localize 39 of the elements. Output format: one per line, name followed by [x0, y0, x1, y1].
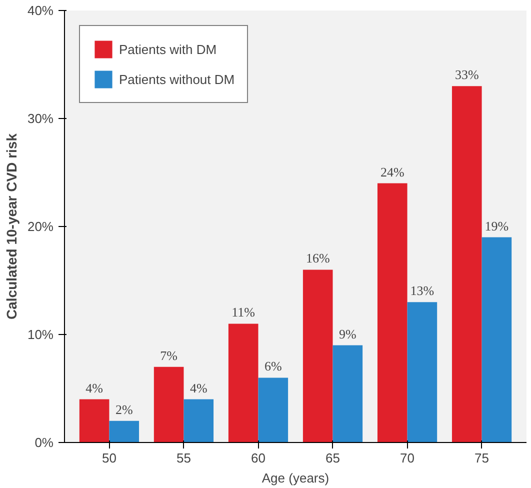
y-tick-label: 20% [27, 219, 54, 234]
data-label: 6% [264, 358, 282, 374]
data-label: 33% [454, 67, 479, 82]
x-tick-label: 75 [474, 450, 490, 466]
bar [407, 302, 438, 442]
bar [154, 366, 184, 442]
y-axis-title: Calculated 10-year CVD risk [3, 133, 20, 320]
y-tick-label: 40% [27, 3, 54, 18]
data-label: 19% [484, 218, 509, 234]
y-tick-label: 0% [34, 435, 54, 450]
data-label: 24% [380, 164, 404, 180]
bar [332, 345, 363, 442]
y-tick-label: 10% [27, 327, 54, 342]
bar [482, 237, 512, 442]
x-tick-label: 65 [326, 450, 340, 466]
data-label: 9% [338, 326, 356, 342]
x-tick-label: 50 [102, 450, 116, 466]
bar [302, 270, 333, 442]
x-tick-label: 55 [176, 450, 191, 466]
data-label: 11% [232, 304, 256, 320]
x-tick-label: 70 [400, 450, 415, 466]
data-label: 2% [115, 402, 133, 417]
x-tick-label: 60 [251, 450, 266, 466]
bar [377, 183, 408, 442]
y-tick-label: 30% [27, 111, 54, 126]
bar [184, 399, 214, 442]
x-axis-title: Age (years) [262, 470, 330, 486]
legend-label: Patients without DM [119, 72, 235, 86]
data-label: 13% [410, 283, 434, 298]
data-label: 4% [86, 380, 104, 396]
bar [452, 86, 482, 442]
bar [228, 324, 258, 442]
bar [258, 378, 288, 442]
legend-label: Patients with DM [119, 42, 217, 56]
bar [79, 399, 110, 442]
data-label: 7% [160, 348, 178, 363]
data-label: 16% [306, 250, 330, 266]
data-label: 4% [190, 380, 208, 396]
bar [109, 420, 140, 442]
